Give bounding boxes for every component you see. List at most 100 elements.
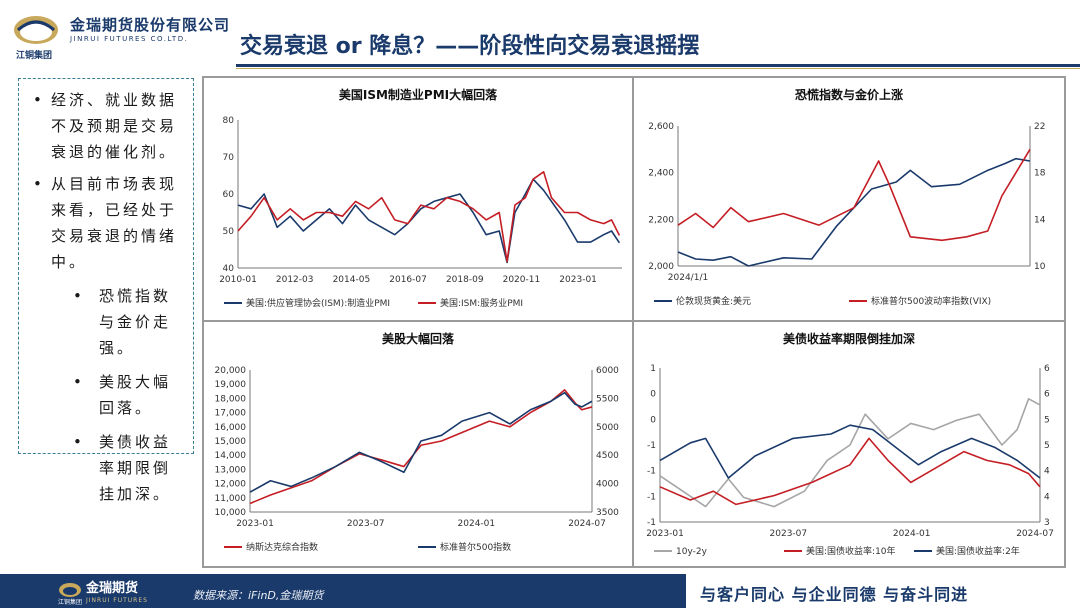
pmi-chart: 40 50 60 70 80 2010-01 2012-03 2014-05 2016-07 20… [219,116,622,309]
x-tick-label: 2024-07 [1016,529,1054,539]
y-tick-label: 16,000 [215,423,247,433]
y-tick-label: 19,000 [215,380,247,390]
chart-title: 美债收益率期限倒挂加深 [782,332,915,346]
chart-panel-equity: 美股大幅回落 10,000 11,000 12,000 13,000 14,000 15,… [203,321,633,567]
slide-header: 金瑞期货股份有限公司 JINRUI FUTURES CO.LTD. 江铜集团 交… [0,0,1080,69]
series-line [249,389,593,505]
y-tick-label: 2,000 [648,262,674,272]
bullet-text: 恐慌指数与金价走强。 [99,287,172,357]
y-tick-label-right: 4 [1044,467,1050,477]
x-tick-label: 2012-03 [276,275,314,285]
y-tick-label: 11,000 [215,494,247,504]
y-tick-label: 60 [223,190,235,200]
y-tick-label-right: 6 [1044,390,1050,400]
series-line [237,171,621,263]
chart-title: 美国ISM制造业PMI大幅回落 [338,88,498,102]
y-tick-label: 10,000 [215,508,247,518]
y-tick-label: 1 [650,364,656,374]
bullet-list: • 经济、就业数据不及预期是交易衰退的催化剂。 • 从目前市场表现来看，已经处于交易… [18,78,194,503]
y-tick-label: 14,000 [215,451,247,461]
bullet-dot-icon: • [33,91,45,109]
slogan-box [686,574,1080,608]
header-divider-accent [236,68,1080,69]
header-divider [236,64,1080,67]
footer-logo: 金瑞期货 JINRUI FUTURES 江铜集团 [58,580,148,606]
legend-label: 标准普尔500波动率指数(VIX) [871,295,991,307]
company-slogan: 与客户同心 与企业同德 与奋斗同进 [700,585,969,604]
y-tick-label: -1 [647,467,656,477]
legend-label: 伦敦现货黄金:美元 [676,295,751,307]
x-tick-label: 2014-05 [333,275,371,285]
legend-label: 纳斯达克综合指数 [246,541,318,553]
bullet-text: 经济、就业数据不及预期是交易衰退的催化剂。 [51,91,178,161]
bullet-dot-icon: • [73,373,85,391]
treasury-chart: -1 -1 -1 -1 0 0 1 3 4 4 5 5 6 6 2023-01 2023-07 2024-01 2… [646,364,1054,557]
y-tick-label: 17,000 [215,409,247,419]
x-tick-label: 2023-01 [559,275,597,285]
y-tick-label-right: 6000 [596,366,619,376]
x-tick-label: 2024/1/1 [668,273,708,283]
legend-label: 美国:ISM:服务业PMI [440,297,523,309]
legend-label: 美国:国债收益率:10年 [806,545,896,557]
x-tick-label: 2010-01 [219,275,257,285]
y-tick-label: 70 [223,153,235,163]
y-tick-label-right: 22 [1034,122,1045,132]
chart-title: 美股大幅回落 [381,332,454,346]
y-tick-label: 0 [650,415,656,425]
y-tick-label: -1 [647,492,656,502]
chart-panel-vix-gold: 恐慌指数与金价上涨 2,000 2,200 2,400 2,600 10 14 18 22 20… [633,77,1065,321]
company-logo: 金瑞期货股份有限公司 JINRUI FUTURES CO.LTD. 江铜集团 [8,8,238,64]
x-tick-label: 2024-01 [458,519,496,529]
y-tick-label: 12,000 [215,480,247,490]
y-tick-label: 20,000 [215,366,247,376]
legend-label: 标准普尔500指数 [440,541,511,553]
bullet-subitem: • 美债收益率期限倒挂加深。 [25,429,187,507]
footer-logo-group: 江铜集团 [58,598,82,606]
x-tick-label: 2020-11 [503,275,541,285]
y-tick-label-right: 5500 [596,394,619,404]
legend-label: 美国:国债收益率:2年 [936,545,1020,557]
bullet-dot-icon: • [33,175,45,193]
footer-logo-en: JINRUI FUTURES [85,597,148,604]
y-tick-label: 0 [650,390,656,400]
bullet-text: 美股大幅回落。 [99,373,172,417]
equity-chart: 10,000 11,000 12,000 13,000 14,000 15,000 16,0… [215,366,620,553]
series-line [659,424,1041,479]
series-line [249,391,593,493]
jinrui-logo-icon [14,16,58,44]
chart-panel-treasury: 美债收益率期限倒挂加深 -1 -1 -1 -1 0 0 1 3 4 4 5 5 6 6 2023-01 202… [633,321,1065,567]
y-tick-label: 40 [223,264,235,274]
y-tick-label-right: 3500 [596,508,619,518]
x-tick-label: 2024-07 [568,519,606,529]
series-line [659,398,1041,508]
series-line [659,437,1041,506]
y-tick-label-right: 4 [1044,492,1050,502]
y-tick-label-right: 18 [1034,169,1046,179]
bullet-subitem: • 恐慌指数与金价走强。 [25,283,187,361]
legend-label: 10y-2y [676,547,708,557]
y-tick-label-right: 5000 [596,423,619,433]
x-tick-label: 2018-09 [446,275,484,285]
chart-panel-pmi: 美国ISM制造业PMI大幅回落 40 50 60 70 80 2010-01 2012-03… [203,77,633,321]
y-tick-label: 2,600 [648,122,674,132]
series-line [677,148,1031,242]
bullet-item: • 从目前市场表现来看，已经处于交易衰退的情绪中。 [25,171,187,275]
legend-label: 美国:供应管理协会(ISM):制造业PMI [246,297,390,309]
bullet-text: 从目前市场表现来看，已经处于交易衰退的情绪中。 [51,175,178,271]
bullet-item: • 经济、就业数据不及预期是交易衰退的催化剂。 [25,87,187,165]
logo-name-cn: 金瑞期货股份有限公司 [70,16,231,34]
x-tick-label: 2023-01 [236,519,274,529]
y-tick-label-right: 6 [1044,364,1050,374]
logo-name-en: JINRUI FUTURES CO.LTD. [70,35,189,43]
y-tick-label-right: 10 [1034,262,1046,272]
y-tick-label-right: 3 [1044,518,1050,528]
x-tick-label: 2023-07 [770,529,808,539]
data-source: 数据来源：iFinD,金瑞期货 [193,589,324,602]
y-tick-label: 80 [223,116,235,126]
x-tick-label: 2023-07 [347,519,385,529]
y-tick-label: 15,000 [215,437,247,447]
x-tick-label: 2016-07 [389,275,427,285]
chart-title: 恐慌指数与金价上涨 [794,88,903,102]
series-line [677,157,1031,267]
y-tick-label: 13,000 [215,465,247,475]
